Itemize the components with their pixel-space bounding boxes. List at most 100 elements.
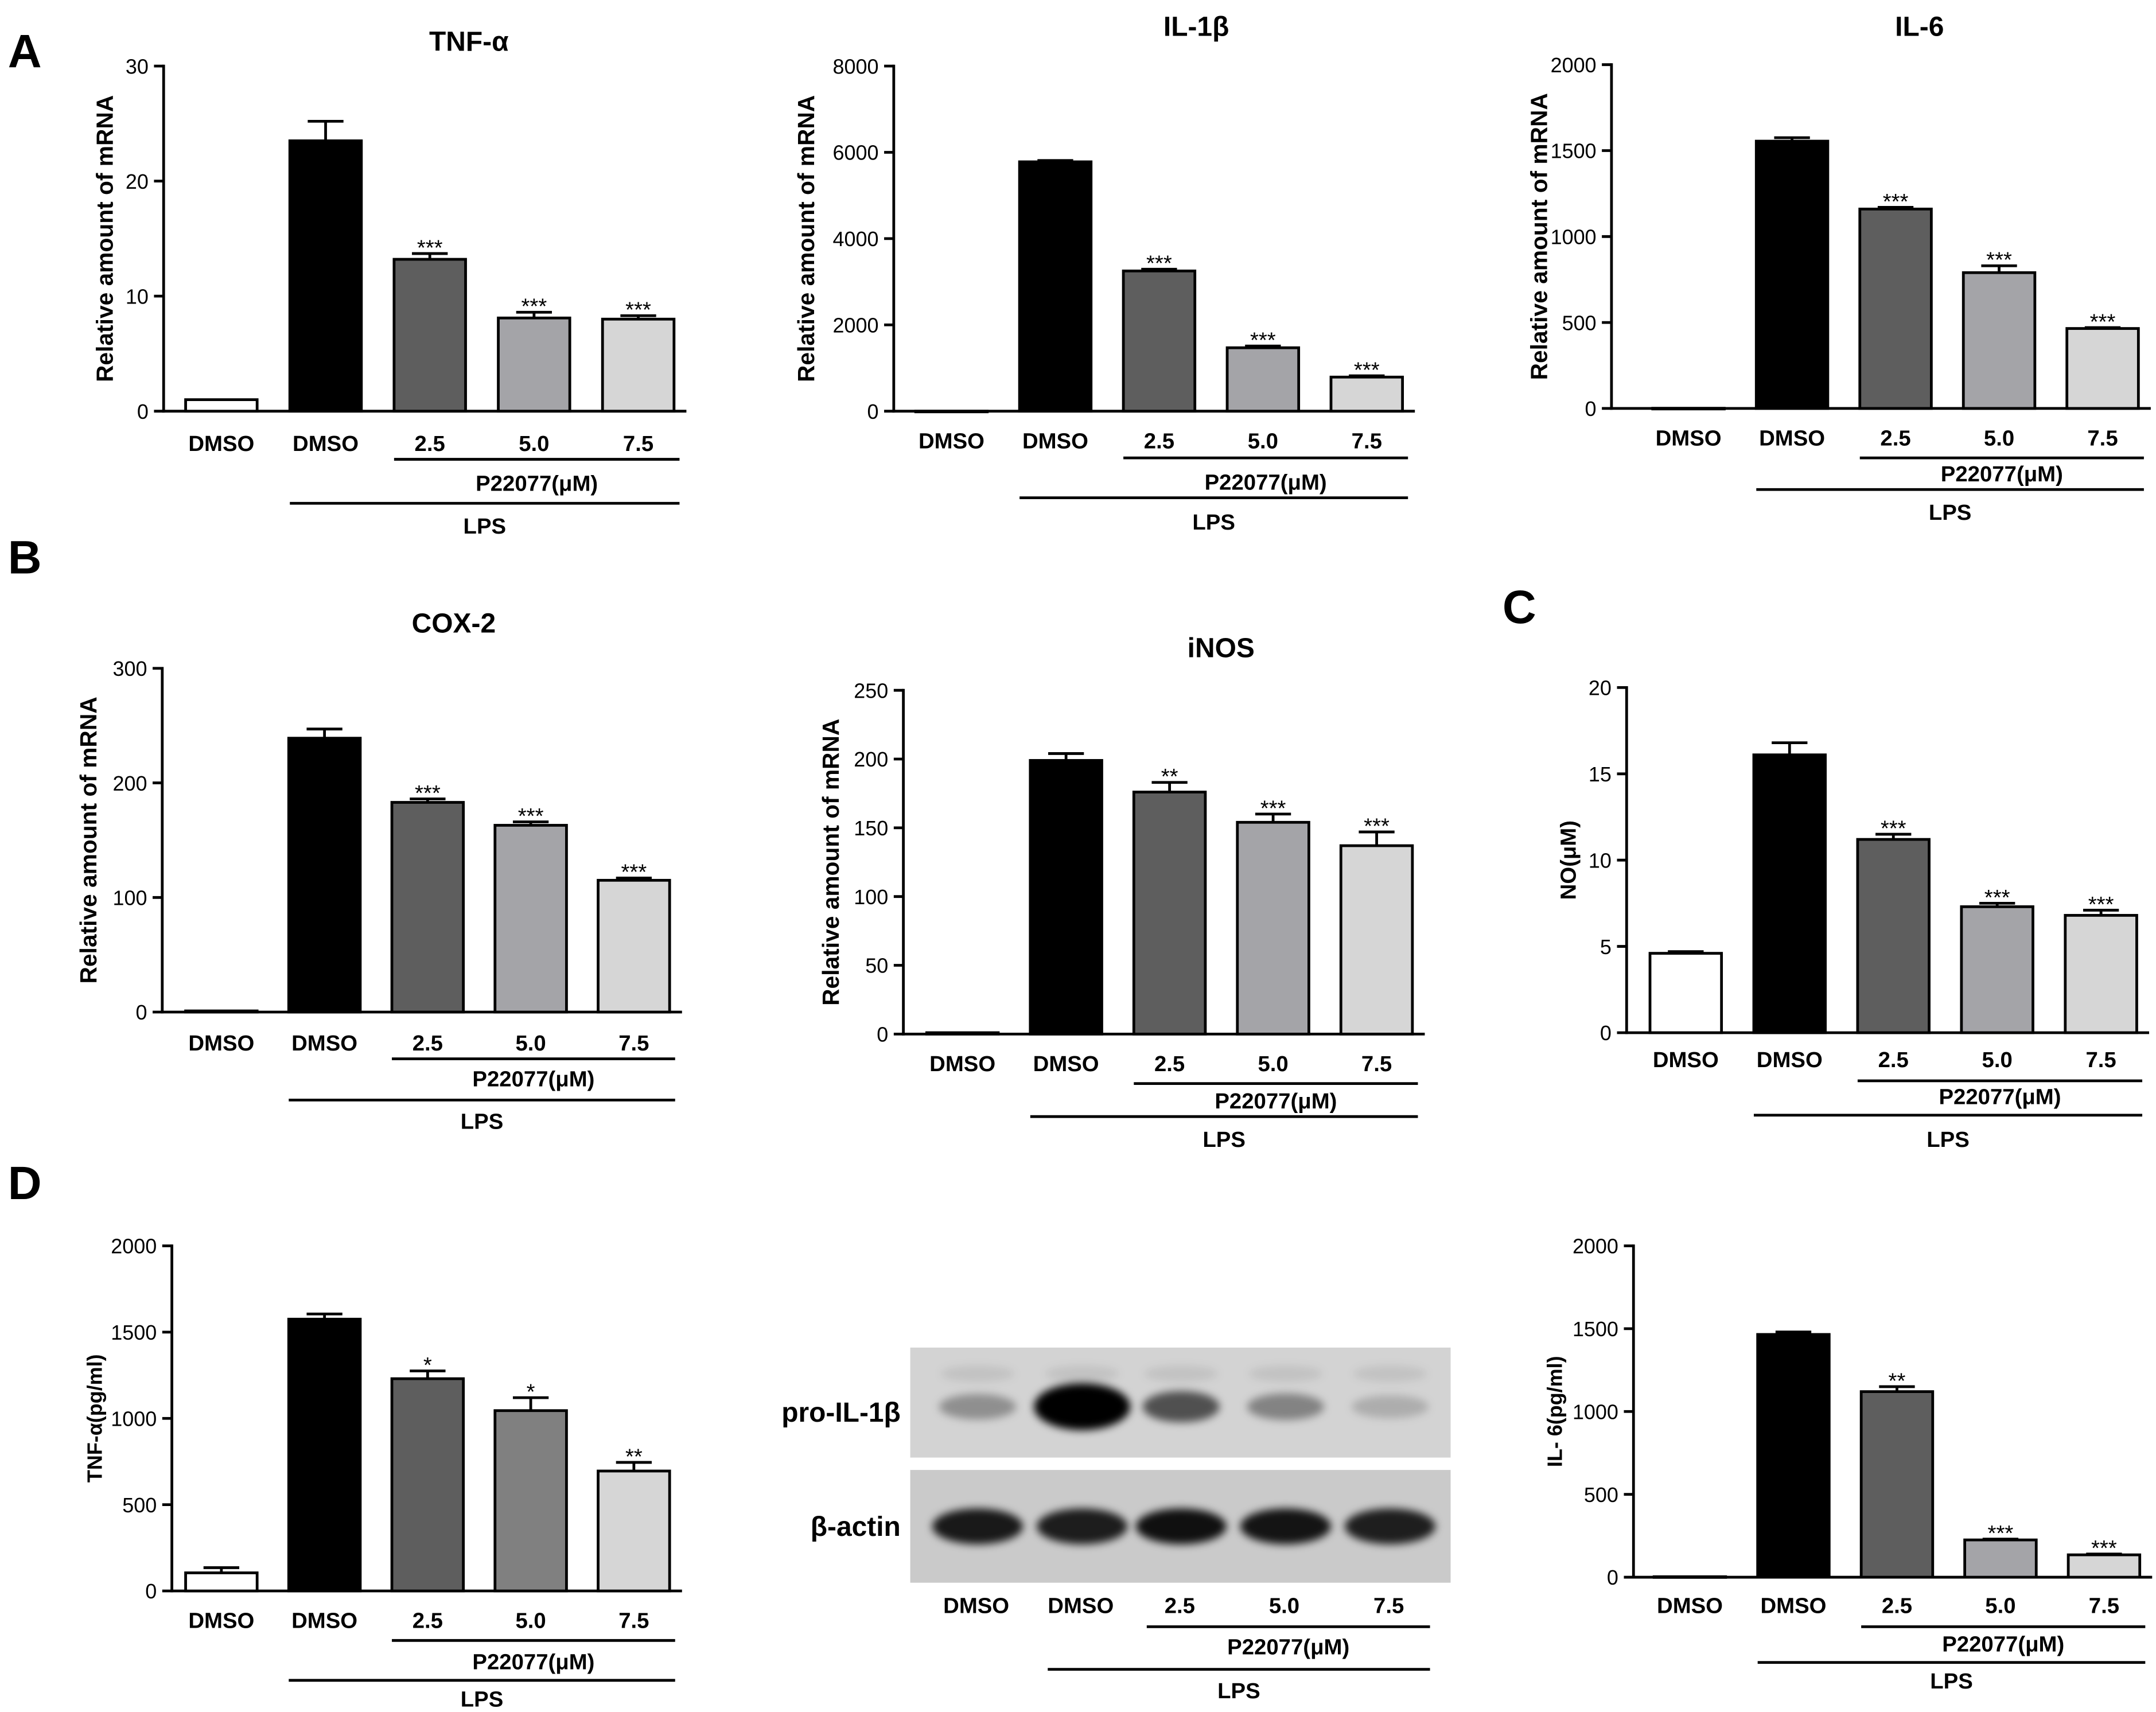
chart-3-bar-4 xyxy=(2065,327,2140,410)
chart-4-category-label-1: DMSO xyxy=(291,1031,357,1056)
chart-5-category-label-2: 2.5 xyxy=(1154,1052,1185,1076)
chart-2-category-label-3: 5.0 xyxy=(1248,429,1278,453)
panel-label-a: A xyxy=(8,26,42,78)
chart-2-title: IL-1β xyxy=(1163,11,1229,42)
chart-8-category-label-1: DMSO xyxy=(1760,1593,1826,1618)
chart-6-significance-marker-3: *** xyxy=(1984,885,2010,910)
chart-5-y-tick-label-0: 0 xyxy=(877,1023,888,1046)
chart-4-bar-2 xyxy=(390,801,465,1014)
blot-band-row1-lane1 xyxy=(939,1394,1017,1420)
chart-8-group-label-0: P22077(μM) xyxy=(1942,1632,2064,1656)
chart-5-group-label-1: LPS xyxy=(1202,1127,1246,1152)
chart-8-group-label-1: LPS xyxy=(1930,1669,1973,1694)
chart-4-bar-1 xyxy=(287,737,362,1014)
chart-7-bar-3 xyxy=(493,1409,568,1593)
chart-3-y-axis-title: Relative amount of mRNA xyxy=(1525,93,1552,380)
chart-4-significance-marker-3: *** xyxy=(518,804,544,828)
chart-4-category-label-2: 2.5 xyxy=(412,1031,443,1056)
chart-6-y-tick-label-3: 15 xyxy=(1589,762,1612,786)
chart-2-y-tick-label-0: 0 xyxy=(867,400,878,423)
chart-5-y-tick-label-3: 150 xyxy=(854,816,888,840)
chart-5-y-axis-title: Relative amount of mRNA xyxy=(818,719,844,1006)
chart-4-y-tick-label-2: 200 xyxy=(112,772,147,795)
chart-1-bar-0 xyxy=(184,398,259,413)
blot-lane-label-2: DMSO xyxy=(1048,1593,1114,1618)
chart-7-y-tick-label-0: 0 xyxy=(145,1579,157,1603)
chart-5-y-tick-label-4: 200 xyxy=(854,748,888,771)
chart-5-y-tick-label-2: 100 xyxy=(854,885,888,909)
chart-8-y-tick-label-0: 0 xyxy=(1607,1566,1618,1589)
chart-8-significance-marker-3: *** xyxy=(1988,1521,2014,1546)
chart-2-y-tick-label-3: 6000 xyxy=(833,141,879,165)
blot-band-row2-lane5 xyxy=(1344,1508,1436,1544)
chart-3-group-label-1: LPS xyxy=(1929,500,1972,525)
blot-band-row2-lane2 xyxy=(1037,1508,1128,1544)
chart-3-category-label-3: 5.0 xyxy=(1984,426,2014,451)
chart-8-category-label-4: 7.5 xyxy=(2089,1593,2119,1618)
chart-6-group-label-0: P22077(μM) xyxy=(1939,1085,2061,1110)
chart-8-y-tick-label-3: 1500 xyxy=(1573,1317,1618,1341)
chart-1-group-label-1: LPS xyxy=(464,514,507,539)
chart-2-bar-3 xyxy=(1225,346,1301,413)
chart-4-group-label-1: LPS xyxy=(461,1110,504,1134)
chart-4-y-tick-label-0: 0 xyxy=(135,1001,147,1024)
chart-2-bar-1 xyxy=(1018,160,1093,413)
chart-4-bar-3 xyxy=(493,824,568,1014)
chart-6-category-label-4: 7.5 xyxy=(2085,1048,2116,1072)
chart-7-y-tick-label-2: 1000 xyxy=(111,1407,157,1430)
chart-6-category-label-3: 5.0 xyxy=(1982,1048,2013,1072)
chart-2-category-label-2: 2.5 xyxy=(1144,429,1174,453)
blot-faint-band-2 xyxy=(1045,1365,1119,1382)
chart-5-significance-marker-2: ** xyxy=(1161,764,1178,789)
chart-6-group-label-1: LPS xyxy=(1927,1127,1970,1152)
chart-1-y-tick-label-3: 30 xyxy=(126,55,149,78)
blot-lane-label-3: 2.5 xyxy=(1165,1593,1195,1618)
chart-3-bar-0 xyxy=(1651,407,1726,411)
chart-1-bar-3 xyxy=(497,316,571,413)
blot-faint-band-4 xyxy=(1248,1365,1323,1382)
chart-5-bar-2 xyxy=(1132,791,1207,1036)
chart-8-y-tick-label-2: 1000 xyxy=(1573,1400,1618,1423)
chart-7-category-label-4: 7.5 xyxy=(618,1609,649,1633)
chart-1-bar-1 xyxy=(288,139,363,413)
chart-5-y-tick-label-5: 250 xyxy=(854,679,888,702)
panel-label-c: C xyxy=(1503,581,1536,633)
blot-row-2: β-actin xyxy=(811,1470,1451,1583)
chart-3-category-label-4: 7.5 xyxy=(2087,426,2118,451)
chart-8-y-tick-label-1: 500 xyxy=(1584,1483,1618,1507)
chart-1-significance-marker-3: *** xyxy=(521,294,547,319)
chart-3-bar-2 xyxy=(1858,207,1933,410)
chart-8: 0 500 1000 1500 2000 DMSO DMSO ** 2.5 *** 5.0 *** 7.… xyxy=(1543,1235,2153,1694)
chart-2-bar-0 xyxy=(914,410,989,414)
chart-1-y-tick-label-0: 0 xyxy=(137,400,149,423)
blot-band-row1-lane3 xyxy=(1142,1391,1220,1423)
blot-faint-band-3 xyxy=(1144,1365,1219,1382)
chart-7-bar-1 xyxy=(287,1317,362,1593)
chart-1-title: TNF-α xyxy=(429,27,509,57)
chart-3-category-label-2: 2.5 xyxy=(1880,426,1910,451)
chart-5-category-label-0: DMSO xyxy=(929,1052,995,1076)
chart-6-bar-1 xyxy=(1752,753,1827,1034)
chart-2-category-label-1: DMSO xyxy=(1022,429,1088,453)
chart-7-significance-marker-3: * xyxy=(527,1380,535,1404)
chart-4: 0 100 200 300 DMSO DMSO *** 2.5 *** 5.0 *** 7.5 P220… xyxy=(75,609,682,1134)
chart-1-category-label-4: 7.5 xyxy=(623,431,653,456)
chart-6-y-axis-title: NO(μM) xyxy=(1556,820,1581,900)
chart-4-significance-marker-4: *** xyxy=(621,860,647,885)
chart-2-y-axis-title: Relative amount of mRNA xyxy=(793,95,819,382)
chart-1-category-label-1: DMSO xyxy=(293,431,359,456)
blot-lane-label-1: DMSO xyxy=(943,1593,1009,1618)
chart-4-category-label-4: 7.5 xyxy=(618,1031,649,1056)
chart-2-y-tick-label-2: 4000 xyxy=(833,227,879,251)
chart-3-y-tick-label-2: 1000 xyxy=(1551,225,1597,248)
chart-2-significance-marker-4: *** xyxy=(1354,357,1380,382)
blot-faint-band-5 xyxy=(1353,1365,1427,1382)
chart-1-y-tick-label-1: 10 xyxy=(126,285,149,308)
chart-6-bar-0 xyxy=(1648,952,1723,1034)
chart-5-bar-3 xyxy=(1236,820,1310,1036)
chart-2-y-tick-label-1: 2000 xyxy=(833,313,879,337)
chart-1-category-label-2: 2.5 xyxy=(415,431,445,456)
chart-7-category-label-2: 2.5 xyxy=(412,1609,443,1633)
chart-5-category-label-3: 5.0 xyxy=(1258,1052,1288,1076)
blot-faint-band-1 xyxy=(940,1365,1015,1382)
